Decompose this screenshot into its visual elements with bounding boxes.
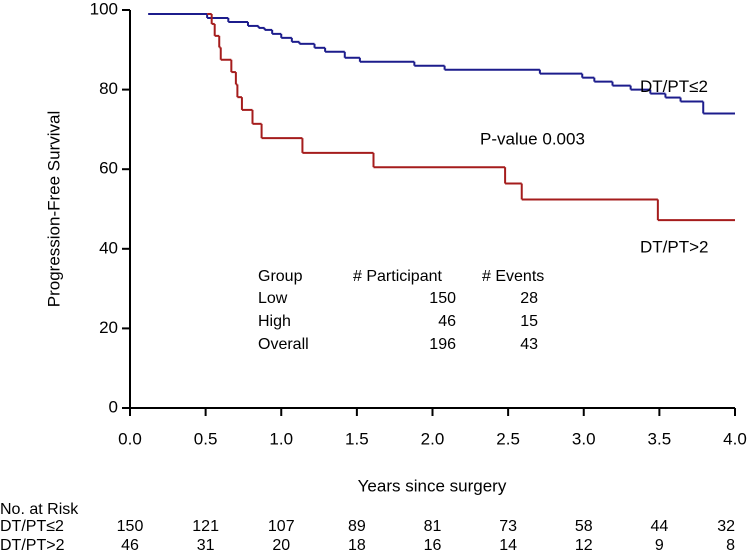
table-cell: Low	[258, 290, 288, 307]
risk-count: 16	[424, 537, 442, 554]
y-axis-title: Progression-Free Survival	[44, 111, 63, 308]
y-tick-label: 60	[99, 159, 118, 178]
risk-count: 150	[117, 518, 144, 535]
x-tick-label: 2.5	[496, 429, 520, 448]
table-cell: 43	[520, 336, 538, 353]
risk-count: 8	[726, 537, 735, 554]
risk-count: 18	[348, 537, 366, 554]
risk-count: 20	[272, 537, 290, 554]
risk-count: 73	[499, 518, 517, 535]
risk-count: 12	[575, 537, 593, 554]
table-header: Group	[258, 268, 303, 285]
table-header: # Participant	[353, 268, 442, 285]
x-tick-label: 1.5	[345, 429, 369, 448]
table-cell: High	[258, 313, 291, 330]
risk-title: No. at Risk	[0, 501, 79, 518]
risk-count: 44	[650, 518, 668, 535]
table-cell: 196	[429, 336, 456, 353]
table-cell: 28	[520, 290, 538, 307]
risk-count: 31	[197, 537, 215, 554]
legend-label: DT/PT>2	[640, 238, 709, 257]
x-tick-label: 0.0	[118, 429, 142, 448]
risk-count: 9	[655, 537, 664, 554]
risk-count: 32	[717, 518, 735, 535]
y-tick-label: 0	[109, 397, 118, 416]
y-tick-label: 100	[90, 0, 118, 18]
risk-count: 14	[499, 537, 517, 554]
x-tick-label: 0.5	[194, 429, 218, 448]
legend-label: DT/PT≤2	[640, 77, 708, 96]
x-axis-title: Years since surgery	[358, 476, 507, 495]
x-tick-label: 4.0	[723, 429, 747, 448]
risk-count: 46	[121, 537, 139, 554]
y-tick-label: 20	[99, 318, 118, 337]
risk-label: DT/PT>2	[0, 537, 65, 554]
annotation: P-value 0.003	[480, 129, 585, 148]
table-cell: 150	[429, 290, 456, 307]
table-cell: Overall	[258, 336, 309, 353]
risk-count: 81	[424, 518, 442, 535]
risk-count: 58	[575, 518, 593, 535]
risk-count: 89	[348, 518, 366, 535]
table-cell: 46	[438, 313, 456, 330]
x-tick-label: 2.0	[421, 429, 445, 448]
x-tick-label: 3.5	[648, 429, 672, 448]
table-cell: 15	[520, 313, 538, 330]
y-tick-label: 80	[99, 79, 118, 98]
risk-count: 107	[268, 518, 295, 535]
x-tick-label: 3.0	[572, 429, 596, 448]
x-tick-label: 1.0	[269, 429, 293, 448]
risk-count: 121	[192, 518, 219, 535]
y-tick-label: 40	[99, 238, 118, 257]
risk-label: DT/PT≤2	[0, 518, 64, 535]
table-header: # Events	[482, 268, 544, 285]
